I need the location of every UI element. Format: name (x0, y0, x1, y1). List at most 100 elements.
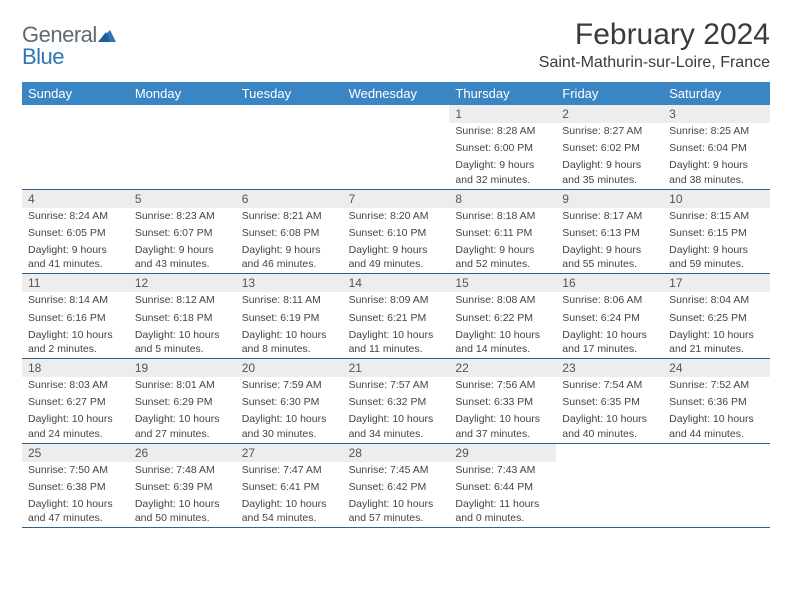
sunset-text: Sunset: 6:24 PM (556, 310, 663, 327)
dow-sunday: Sunday (22, 82, 129, 105)
dow-header-row: Sunday Monday Tuesday Wednesday Thursday… (22, 82, 770, 105)
sunrise-text: Sunrise: 7:47 AM (236, 462, 343, 479)
day-number: 27 (236, 444, 343, 462)
day-cell: 17Sunrise: 8:04 AMSunset: 6:25 PMDayligh… (663, 274, 770, 358)
daylight-text: Daylight: 9 hours and 59 minutes. (663, 242, 770, 273)
sunset-text: Sunset: 6:15 PM (663, 225, 770, 242)
day-number: 26 (129, 444, 236, 462)
sunset-text: Sunset: 6:08 PM (236, 225, 343, 242)
logo: GeneralBlue (22, 18, 116, 68)
daylight-text: Daylight: 9 hours and 55 minutes. (556, 242, 663, 273)
day-number: 14 (343, 274, 450, 292)
daylight-text: Daylight: 10 hours and 47 minutes. (22, 496, 129, 527)
day-number: 7 (343, 190, 450, 208)
daylight-text: Daylight: 10 hours and 14 minutes. (449, 327, 556, 358)
sunrise-text: Sunrise: 8:21 AM (236, 208, 343, 225)
page-header: GeneralBlue February 2024 Saint-Mathurin… (22, 18, 770, 72)
day-number: 2 (556, 105, 663, 123)
day-cell: 12Sunrise: 8:12 AMSunset: 6:18 PMDayligh… (129, 274, 236, 358)
day-number: 8 (449, 190, 556, 208)
day-cell: 21Sunrise: 7:57 AMSunset: 6:32 PMDayligh… (343, 359, 450, 443)
daylight-text: Daylight: 10 hours and 24 minutes. (22, 411, 129, 442)
day-number: 29 (449, 444, 556, 462)
sunrise-text: Sunrise: 8:12 AM (129, 292, 236, 309)
daylight-text: Daylight: 10 hours and 37 minutes. (449, 411, 556, 442)
day-number: 19 (129, 359, 236, 377)
day-cell: 14Sunrise: 8:09 AMSunset: 6:21 PMDayligh… (343, 274, 450, 358)
day-number: 9 (556, 190, 663, 208)
sunset-text: Sunset: 6:21 PM (343, 310, 450, 327)
calendar-grid: Sunday Monday Tuesday Wednesday Thursday… (22, 82, 770, 528)
day-cell: 16Sunrise: 8:06 AMSunset: 6:24 PMDayligh… (556, 274, 663, 358)
day-cell: 3Sunrise: 8:25 AMSunset: 6:04 PMDaylight… (663, 105, 770, 189)
daylight-text: Daylight: 9 hours and 49 minutes. (343, 242, 450, 273)
day-number: 20 (236, 359, 343, 377)
title-block: February 2024 Saint-Mathurin-sur-Loire, … (539, 18, 770, 72)
day-cell: 8Sunrise: 8:18 AMSunset: 6:11 PMDaylight… (449, 190, 556, 274)
sunset-text: Sunset: 6:07 PM (129, 225, 236, 242)
day-number: 24 (663, 359, 770, 377)
day-cell: 25Sunrise: 7:50 AMSunset: 6:38 PMDayligh… (22, 444, 129, 528)
sunset-text: Sunset: 6:32 PM (343, 394, 450, 411)
sunrise-text: Sunrise: 8:08 AM (449, 292, 556, 309)
sunrise-text: Sunrise: 8:23 AM (129, 208, 236, 225)
daylight-text: Daylight: 10 hours and 54 minutes. (236, 496, 343, 527)
day-number: 18 (22, 359, 129, 377)
sunset-text: Sunset: 6:38 PM (22, 479, 129, 496)
day-cell: 9Sunrise: 8:17 AMSunset: 6:13 PMDaylight… (556, 190, 663, 274)
daylight-text: Daylight: 10 hours and 30 minutes. (236, 411, 343, 442)
week-row: 25Sunrise: 7:50 AMSunset: 6:38 PMDayligh… (22, 444, 770, 529)
daylight-text: Daylight: 9 hours and 41 minutes. (22, 242, 129, 273)
sunrise-text: Sunrise: 8:25 AM (663, 123, 770, 140)
day-number: 3 (663, 105, 770, 123)
day-cell: 22Sunrise: 7:56 AMSunset: 6:33 PMDayligh… (449, 359, 556, 443)
sunrise-text: Sunrise: 7:57 AM (343, 377, 450, 394)
week-row: 4Sunrise: 8:24 AMSunset: 6:05 PMDaylight… (22, 190, 770, 275)
daylight-text: Daylight: 10 hours and 5 minutes. (129, 327, 236, 358)
day-number: 25 (22, 444, 129, 462)
logo-triangle-icon (98, 28, 116, 46)
daylight-text (663, 468, 770, 471)
sunset-text: Sunset: 6:33 PM (449, 394, 556, 411)
day-number: 23 (556, 359, 663, 377)
sunrise-text: Sunrise: 7:43 AM (449, 462, 556, 479)
sunrise-text: Sunrise: 7:59 AM (236, 377, 343, 394)
sunrise-text: Sunrise: 8:17 AM (556, 208, 663, 225)
day-number: 12 (129, 274, 236, 292)
sunrise-text: Sunrise: 8:15 AM (663, 208, 770, 225)
daylight-text: Daylight: 10 hours and 2 minutes. (22, 327, 129, 358)
sunset-text: Sunset: 6:35 PM (556, 394, 663, 411)
sunset-text: Sunset: 6:22 PM (449, 310, 556, 327)
day-number: 11 (22, 274, 129, 292)
day-cell: 29Sunrise: 7:43 AMSunset: 6:44 PMDayligh… (449, 444, 556, 528)
sunset-text: Sunset: 6:00 PM (449, 140, 556, 157)
sunrise-text: Sunrise: 8:24 AM (22, 208, 129, 225)
week-row: 18Sunrise: 8:03 AMSunset: 6:27 PMDayligh… (22, 359, 770, 444)
dow-monday: Monday (129, 82, 236, 105)
day-cell: 6Sunrise: 8:21 AMSunset: 6:08 PMDaylight… (236, 190, 343, 274)
daylight-text: Daylight: 10 hours and 44 minutes. (663, 411, 770, 442)
day-cell: 23Sunrise: 7:54 AMSunset: 6:35 PMDayligh… (556, 359, 663, 443)
sunset-text: Sunset: 6:16 PM (22, 310, 129, 327)
day-number (236, 105, 343, 123)
day-number: 16 (556, 274, 663, 292)
sunset-text: Sunset: 6:41 PM (236, 479, 343, 496)
daylight-text: Daylight: 10 hours and 17 minutes. (556, 327, 663, 358)
day-cell: 2Sunrise: 8:27 AMSunset: 6:02 PMDaylight… (556, 105, 663, 189)
logo-text-general: General (22, 24, 97, 46)
dow-tuesday: Tuesday (236, 82, 343, 105)
day-cell: 27Sunrise: 7:47 AMSunset: 6:41 PMDayligh… (236, 444, 343, 528)
dow-wednesday: Wednesday (343, 82, 450, 105)
daylight-text: Daylight: 9 hours and 35 minutes. (556, 157, 663, 188)
daylight-text: Daylight: 9 hours and 52 minutes. (449, 242, 556, 273)
day-number (663, 444, 770, 462)
sunset-text: Sunset: 6:30 PM (236, 394, 343, 411)
daylight-text: Daylight: 10 hours and 21 minutes. (663, 327, 770, 358)
day-cell (22, 105, 129, 189)
daylight-text: Daylight: 10 hours and 40 minutes. (556, 411, 663, 442)
day-cell: 7Sunrise: 8:20 AMSunset: 6:10 PMDaylight… (343, 190, 450, 274)
daylight-text (22, 129, 129, 132)
sunrise-text: Sunrise: 8:18 AM (449, 208, 556, 225)
day-cell: 10Sunrise: 8:15 AMSunset: 6:15 PMDayligh… (663, 190, 770, 274)
sunset-text: Sunset: 6:39 PM (129, 479, 236, 496)
